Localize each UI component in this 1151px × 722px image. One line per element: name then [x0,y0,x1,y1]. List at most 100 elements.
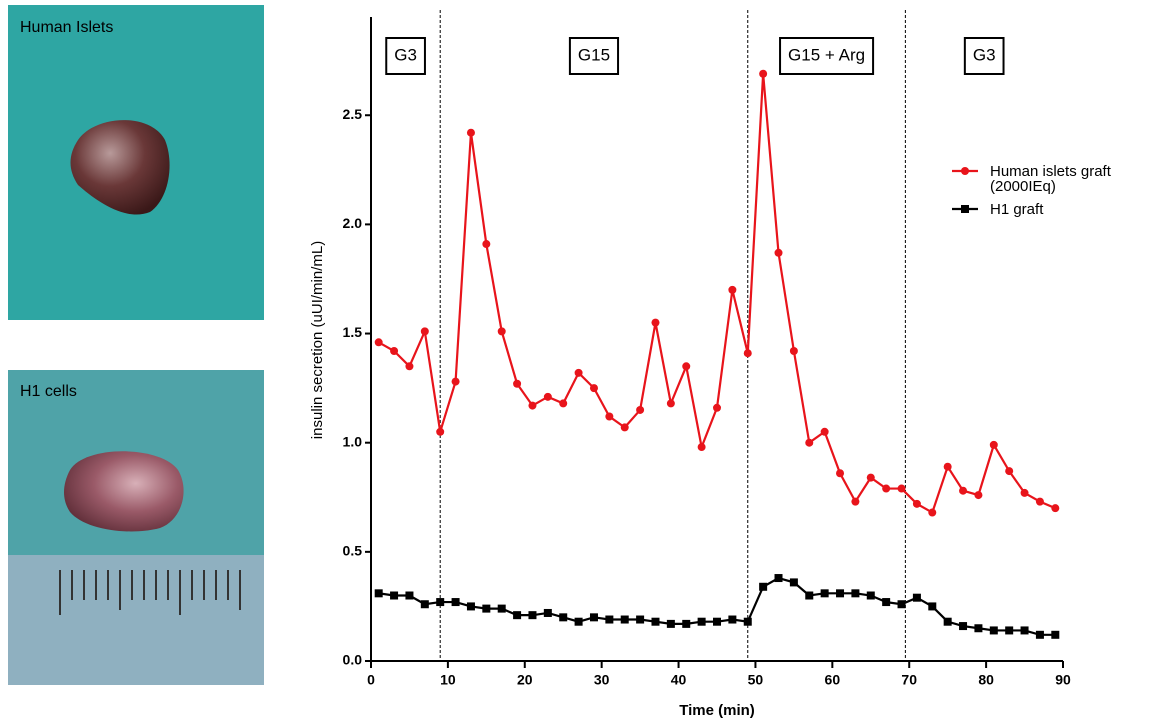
point [497,604,506,613]
point [605,412,614,421]
phase-label: G3 [973,45,996,64]
point [789,347,798,356]
point [497,327,506,336]
point [666,619,675,628]
point [713,403,721,412]
photo-human-islets: Human Islets [8,5,264,320]
x-tick-label: 50 [748,672,764,688]
point [1005,626,1014,635]
point [559,399,568,408]
point [943,617,952,626]
x-tick-label: 40 [671,672,687,688]
point [912,499,921,508]
legend-label: Human islets graft (2000IEq) [990,163,1111,195]
point [743,349,752,358]
point [589,613,598,622]
point [482,240,491,249]
point [743,617,752,626]
x-tick-label: 70 [901,672,917,688]
point [759,582,768,591]
point [374,338,383,347]
point [528,401,537,410]
point [928,602,937,611]
point [774,248,783,257]
x-axis-title: Time (min) [679,702,755,719]
point [682,362,691,371]
phase-frame [385,37,426,75]
point [636,615,645,624]
point [513,379,522,388]
y-tick-label: 2.5 [343,106,363,122]
x-tick-label: 80 [978,672,994,688]
phase-label: G15 + Arg [788,45,865,64]
point [943,462,952,471]
point [989,626,998,635]
point [405,362,414,371]
point [959,622,968,631]
y-tick-label: 0.0 [343,652,363,668]
y-tick-label: 1.5 [343,324,363,340]
point [774,574,783,583]
point [882,484,891,493]
point [713,617,721,626]
point [836,589,845,598]
point [390,347,399,356]
y-tick-label: 0.5 [343,543,363,559]
point [436,598,445,607]
phase-label: G3 [394,45,417,64]
x-tick-label: 0 [367,672,375,688]
point [1051,630,1060,639]
point [1051,504,1060,513]
point [436,427,445,436]
point [543,608,552,617]
photo-h1-cells: H1 cells [8,370,264,685]
point [390,591,399,600]
legend-marker [961,167,969,175]
photo-label: H1 cells [20,383,77,400]
point [789,578,798,587]
point [420,600,429,609]
point [897,600,906,609]
point [466,128,475,137]
point [420,327,429,336]
point [1020,626,1029,635]
point [836,469,845,478]
point [728,285,737,294]
point [974,491,983,500]
point [805,591,814,600]
point [451,377,460,386]
point [697,443,706,452]
point [697,617,706,626]
point [405,591,414,600]
point [728,615,737,624]
phase-box: G3 [385,37,426,75]
point [1005,467,1014,476]
legend-marker [961,205,969,213]
point [1020,488,1029,497]
point [912,593,921,602]
point [866,591,875,600]
point [851,589,860,598]
point [959,486,968,495]
point [513,611,522,620]
point [666,399,675,408]
point [466,602,475,611]
x-tick-label: 30 [594,672,610,688]
phase-frame [963,37,1005,75]
point [851,497,860,506]
point [759,69,768,78]
phase-label: G15 [578,45,610,64]
point [820,589,829,598]
point [1035,497,1044,506]
point [374,589,383,598]
point [928,508,937,517]
point [651,318,660,327]
series-line [378,73,1056,515]
point [882,598,891,607]
point [897,484,906,493]
x-tick-label: 90 [1055,672,1071,688]
point [651,617,660,626]
point [482,604,491,613]
point [620,423,629,432]
